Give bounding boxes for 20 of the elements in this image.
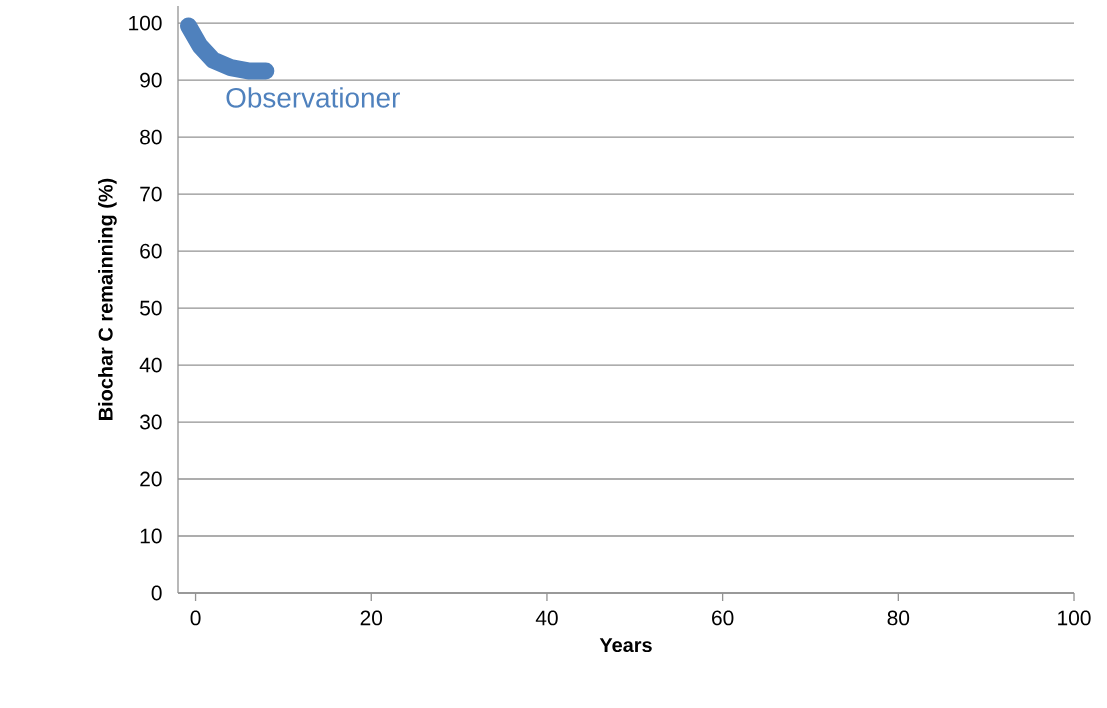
x-axis-title: Years	[599, 638, 652, 653]
x-tick-label: 60	[712, 610, 734, 626]
y-tick-label: 0	[151, 585, 162, 601]
y-tick-label: 40	[139, 357, 162, 373]
series-label: Observationer	[226, 87, 400, 108]
y-tick-label: 20	[140, 471, 162, 487]
x-tick-label: 20	[360, 610, 383, 626]
y-axis-title: Biochar C remainning (%)	[98, 178, 117, 420]
x-tick-label: 100	[1058, 610, 1091, 626]
y-tick-label: 100	[129, 15, 162, 31]
x-tick-label: 0	[190, 610, 201, 626]
x-tick-label: 80	[887, 610, 910, 626]
y-tick-label: 60	[140, 243, 162, 259]
y-tick-label: 90	[140, 72, 162, 88]
y-tick-label: 80	[140, 129, 162, 145]
y-tick-label: 30	[140, 414, 162, 430]
y-tick-label: 70	[140, 186, 162, 202]
y-tick-label: 50	[140, 300, 162, 316]
x-tick-label: 40	[535, 610, 558, 626]
y-tick-label: 10	[140, 528, 162, 544]
